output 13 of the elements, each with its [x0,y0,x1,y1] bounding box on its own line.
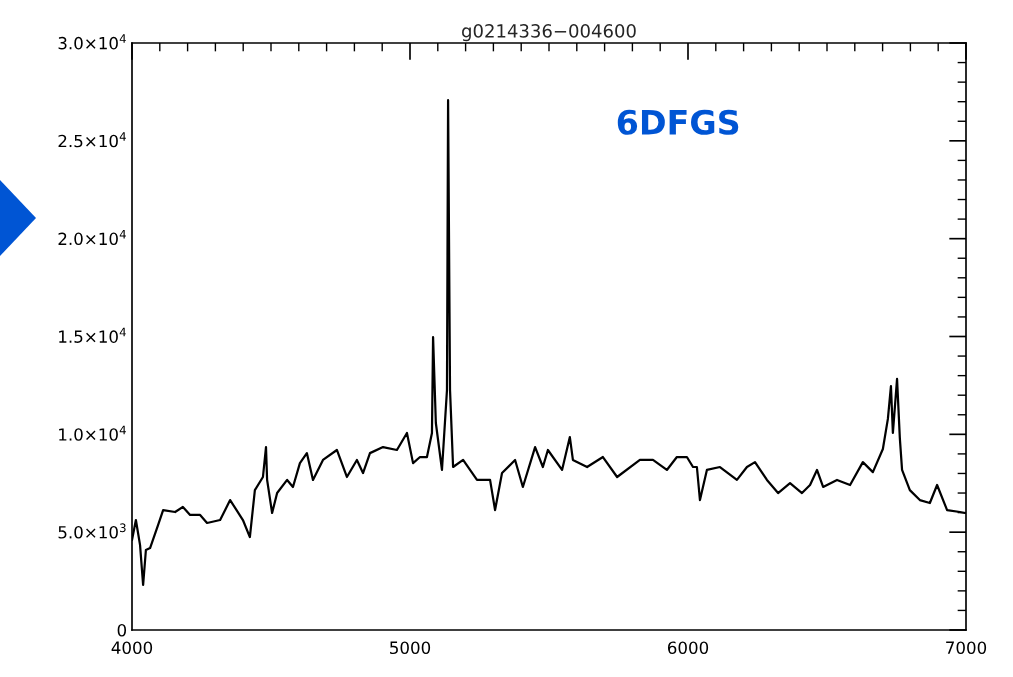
y-tick-label: 3.0×10$^{4}$ [58,34,126,50]
x-tick-label: 5000 [390,641,431,655]
x-tick-label: 7000 [946,641,987,655]
x-tick-label: 4000 [111,641,153,655]
y-tick-label: 0 [117,623,127,637]
y-tick-label: 2.0×10$^{4}$ [58,230,126,246]
annotation: 6DFGS [617,109,739,135]
y-tick-label: 5.0×10$^{3}$ [58,523,126,539]
y-tick-label: 1.5×10$^{4}$ [59,327,126,343]
chart-title: g0214336−004600 [462,24,636,42]
y-tick-label: 1.0×10$^{4}$ [59,425,126,441]
y-tick-label: 2.5×10$^{4}$ [58,132,126,148]
x-tick-label: 6000 [667,641,709,655]
